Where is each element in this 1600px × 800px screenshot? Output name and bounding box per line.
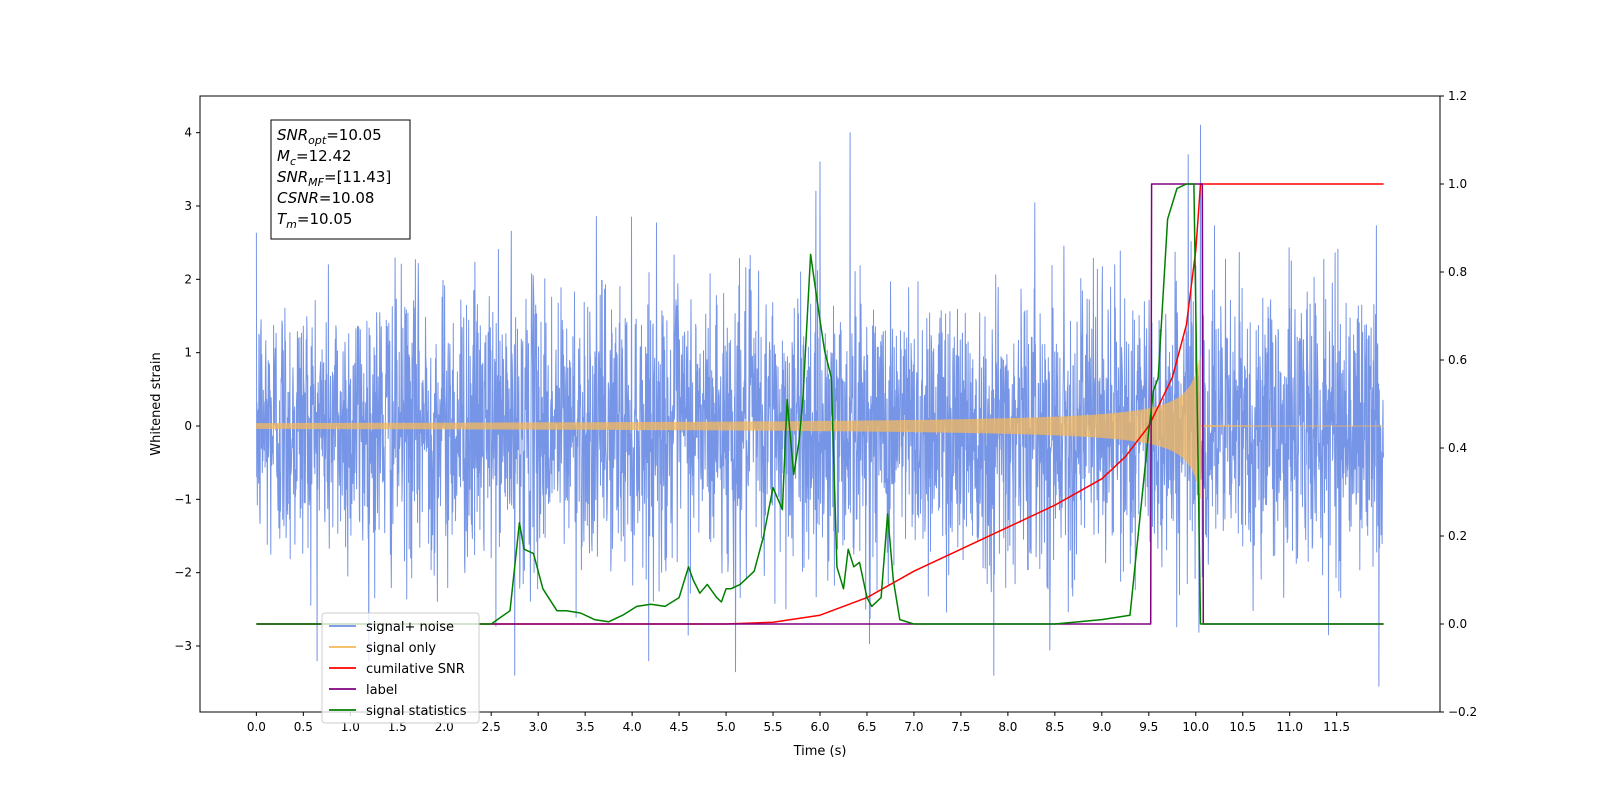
plot-area [255,124,1385,687]
annotation-line: CSNR=10.08 [277,189,374,207]
annotation-value: =[11.43] [324,168,391,186]
annotation-line: Mc=12.42 [277,147,352,168]
x-tick-label: 6.5 [857,720,876,734]
x-tick-label: 8.0 [998,720,1017,734]
y2-tick-label: 1.2 [1448,89,1467,103]
y-tick-label: 1 [184,346,192,360]
x-tick-label: 7.5 [951,720,970,734]
x-tick-label: 0.0 [247,720,266,734]
y-axis-left: −3 −2 −1 0 1 2 3 4 [174,126,200,653]
annotation-line: Tm=10.05 [277,210,352,231]
annotation-symbol: SNR [277,126,308,144]
annotation-value: =10.05 [297,210,353,228]
legend-label: signal+ noise [366,620,454,635]
annotation-subscript: m [286,218,297,231]
series-line-signal-statistics [256,183,1384,625]
legend-frame [321,612,480,724]
x-tick-label: 10.0 [1182,720,1209,734]
annotation-subscript: opt [308,134,327,147]
x-tick-label: 7.0 [904,720,923,734]
annotation-symbol: M [277,147,290,165]
annotation-value: =12.42 [296,147,352,165]
x-tick-label: 9.5 [1139,720,1158,734]
annotation-subscript: c [290,155,296,168]
y-tick-label: −3 [174,639,192,653]
y2-tick-label: 0.4 [1448,441,1467,455]
y-axis-right: −0.2 0.0 0.2 0.4 0.6 0.8 1.0 1.2 [1440,89,1477,719]
y-tick-label: −2 [174,566,192,580]
annotation-symbol: SNR [277,168,308,186]
x-tick-label: 0.5 [294,720,313,734]
series-line-signal-only [255,355,1384,499]
legend-label: label [366,683,397,698]
x-tick-label: 9.0 [1092,720,1111,734]
annotation-box: SNRopt=10.05Mc=12.42SNRMF=[11.43]CSNR=10… [270,119,411,240]
y2-tick-label: 0.2 [1448,529,1467,543]
annotation-frame [270,119,411,240]
y-tick-label: 2 [184,272,192,286]
x-tick-label: 2.5 [482,720,501,734]
y2-tick-label: 0.6 [1448,353,1467,367]
legend-label: signal only [366,641,436,656]
annotation-value: =10.08 [319,189,375,207]
x-tick-label: 8.5 [1045,720,1064,734]
legend-label: cumilative SNR [366,662,465,677]
y2-tick-label: 0.8 [1448,265,1467,279]
x-tick-label: 6.0 [810,720,829,734]
y-tick-label: −1 [174,492,192,506]
y2-tick-label: 0.0 [1448,617,1467,631]
y2-tick-label: −0.2 [1448,705,1477,719]
series-line-signal-noise [255,124,1385,687]
y-tick-label: 4 [184,126,192,140]
annotation-value: =10.05 [326,126,382,144]
x-axis-label: Time (s) [793,744,847,759]
x-tick-label: 5.0 [717,720,736,734]
annotation-symbol: T [277,210,288,228]
y-axis-label: Whitened strain [149,352,164,455]
x-tick-label: 4.0 [623,720,642,734]
x-tick-label: 11.5 [1323,720,1350,734]
y-tick-label: 3 [184,199,192,213]
x-tick-label: 11.0 [1276,720,1303,734]
series-line-cumilative-snr [256,183,1384,625]
x-tick-label: 4.5 [670,720,689,734]
annotation-subscript: MF [308,176,324,189]
x-tick-label: 5.5 [763,720,782,734]
legend: signal+ noise signal only cumilative SNR la… [321,612,480,724]
y-tick-label: 0 [184,419,192,433]
annotation-line: SNRopt=10.05 [277,126,382,147]
annotation-symbol: CSNR [277,189,319,207]
x-tick-label: 10.5 [1229,720,1256,734]
legend-label: signal statistics [366,704,467,719]
y2-tick-label: 1.0 [1448,177,1467,191]
x-tick-label: 3.0 [529,720,548,734]
x-tick-label: 3.5 [576,720,595,734]
annotation-line: SNRMF=[11.43] [277,168,391,189]
